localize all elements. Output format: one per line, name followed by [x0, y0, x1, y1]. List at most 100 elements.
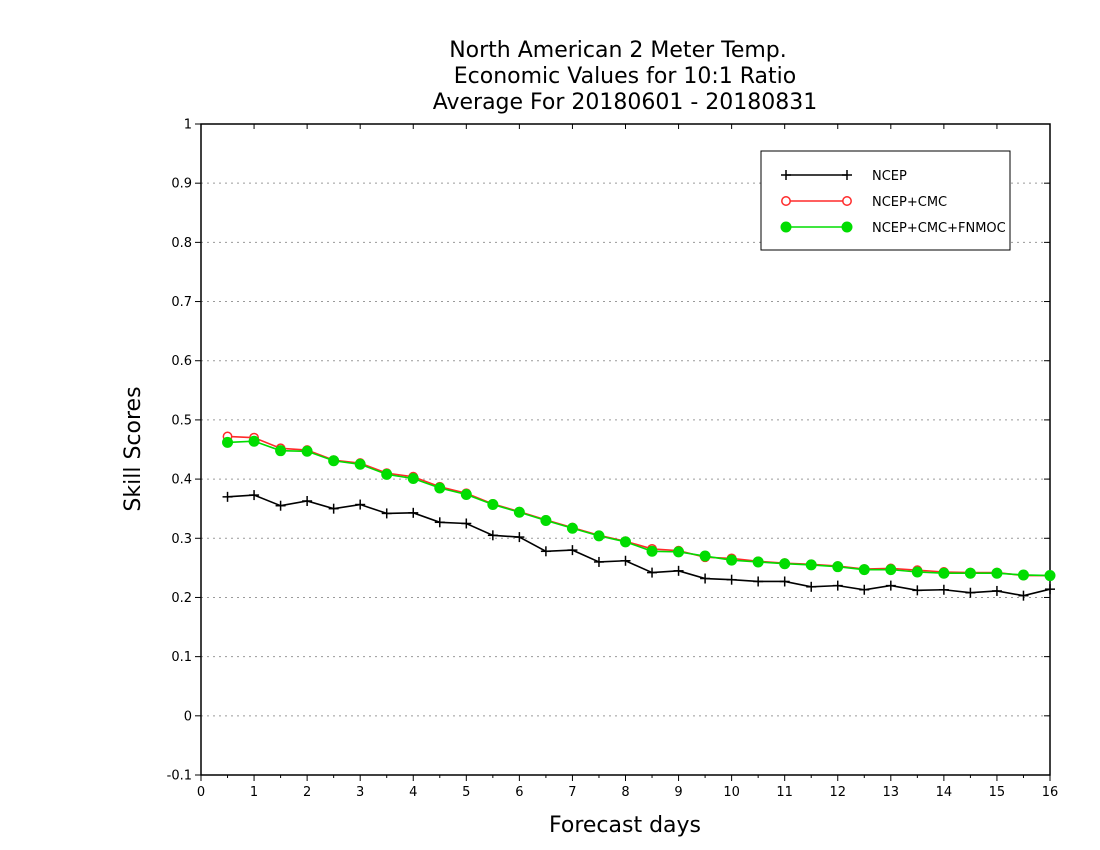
data-point-ncep: [540, 546, 551, 557]
data-point-ncep-cmc-fnmoc: [805, 559, 817, 571]
data-point-ncep-cmc-fnmoc: [328, 455, 340, 467]
data-point-ncep-cmc-fnmoc: [673, 546, 685, 558]
legend-marker: [842, 170, 852, 180]
data-point-ncep: [779, 576, 790, 587]
data-point-ncep: [567, 545, 578, 556]
y-tick-label: 0: [184, 709, 192, 724]
x-tick-label: 16: [1042, 785, 1059, 800]
data-point-ncep: [408, 507, 419, 518]
series-layer: [222, 431, 1056, 601]
data-point-ncep: [275, 500, 286, 511]
data-point-ncep-cmc-fnmoc: [248, 435, 260, 447]
data-point-ncep: [487, 530, 498, 541]
data-point-ncep: [620, 555, 631, 566]
x-tick-label: 2: [303, 785, 311, 800]
data-point-ncep-cmc-fnmoc: [752, 556, 764, 568]
x-tick-label: 4: [409, 785, 417, 800]
x-tick-label: 5: [462, 785, 470, 800]
y-tick-label: 1: [184, 118, 192, 133]
data-point-ncep-cmc-fnmoc: [726, 554, 738, 566]
x-tick-label: 8: [621, 785, 629, 800]
data-point-ncep-cmc-fnmoc: [513, 506, 525, 518]
x-tick-label: 15: [989, 785, 1006, 800]
x-tick-label: 10: [723, 785, 740, 800]
data-point-ncep: [1018, 590, 1029, 601]
data-point-ncep: [434, 517, 445, 528]
legend-marker: [780, 221, 792, 233]
legend-label: NCEP+CMC: [872, 195, 947, 210]
data-point-ncep: [302, 495, 313, 506]
data-point-ncep-cmc-fnmoc: [858, 564, 870, 576]
data-point-ncep-cmc-fnmoc: [1017, 569, 1029, 581]
chart-title-line-1: North American 2 Meter Temp.: [449, 38, 787, 63]
legend: NCEP NCEP+CMC NCEP+CMC+FNMOC: [760, 150, 1011, 251]
data-point-ncep: [249, 490, 260, 501]
chart-title: North American 2 Meter Temp. Economic Va…: [433, 38, 818, 115]
data-point-ncep: [673, 565, 684, 576]
y-gridlines: [201, 182, 1050, 717]
data-point-ncep: [514, 532, 525, 543]
y-tick-label: 0.8: [171, 236, 192, 251]
series-line-ncep: [227, 494, 1051, 597]
x-tick-label: 1: [250, 785, 258, 800]
data-point-ncep: [965, 587, 976, 598]
data-point-ncep-cmc-fnmoc: [487, 499, 499, 511]
data-point-ncep-cmc-fnmoc: [885, 564, 897, 576]
data-point-ncep-cmc-fnmoc: [434, 482, 446, 494]
data-point-ncep-cmc-fnmoc: [381, 468, 393, 480]
data-point-ncep-cmc-fnmoc: [407, 472, 419, 484]
y-tick-label: 0.2: [171, 591, 192, 606]
data-point-ncep-cmc-fnmoc: [593, 530, 605, 542]
legend-label: NCEP: [872, 169, 907, 184]
series-ncep: [222, 490, 1055, 601]
x-axis-label: Forecast days: [549, 813, 701, 838]
data-point-ncep-cmc-fnmoc: [699, 550, 711, 562]
legend-marker: [842, 196, 852, 206]
data-point-ncep: [753, 576, 764, 587]
data-point-ncep: [938, 584, 949, 595]
y-tick-label: 0.1: [171, 650, 192, 665]
y-tick-label: 0.4: [171, 473, 192, 488]
legend-marker: [781, 170, 791, 180]
x-tick-label: 12: [829, 785, 846, 800]
x-tick-label: 3: [356, 785, 364, 800]
data-point-ncep: [859, 584, 870, 595]
data-point-ncep: [726, 574, 737, 585]
data-point-ncep: [991, 585, 1002, 596]
data-point-ncep-cmc-fnmoc: [540, 515, 552, 527]
data-point-ncep: [1045, 584, 1055, 595]
x-tick-label: 14: [936, 785, 953, 800]
data-point-ncep: [885, 580, 896, 591]
y-tick-label: 0.3: [171, 532, 192, 547]
x-tick-label: 6: [515, 785, 523, 800]
y-tick-label: 0.5: [171, 413, 192, 428]
y-tick-label: 0.7: [171, 295, 192, 310]
data-point-ncep-cmc-fnmoc: [964, 567, 976, 579]
data-point-ncep-cmc-fnmoc: [911, 566, 923, 578]
chart-title-line-3: Average For 20180601 - 20180831: [433, 90, 818, 115]
data-point-ncep-cmc-fnmoc: [275, 445, 287, 457]
legend-item-ncep-cmc: NCEP+CMC: [781, 195, 947, 210]
data-point-ncep: [912, 585, 923, 596]
legend-item-ncep: NCEP: [781, 169, 907, 184]
data-point-ncep: [647, 567, 658, 578]
x-axis-ticks: 0 1 2 3 4 5 6 7 8 9 10 11 12 13 14 15 16: [197, 124, 1058, 800]
y-axis-label: Skill Scores: [121, 386, 146, 511]
data-point-ncep-cmc-fnmoc: [222, 436, 234, 448]
data-point-ncep: [593, 556, 604, 567]
legend-label: NCEP+CMC+FNMOC: [872, 221, 1006, 236]
data-point-ncep-cmc-fnmoc: [646, 545, 658, 557]
data-point-ncep-cmc-fnmoc: [779, 558, 791, 570]
data-point-ncep: [806, 581, 817, 592]
x-tick-label: 7: [568, 785, 576, 800]
data-point-ncep: [461, 518, 472, 529]
data-point-ncep-cmc-fnmoc: [991, 567, 1003, 579]
data-point-ncep: [832, 580, 843, 591]
data-point-ncep-cmc-fnmoc: [354, 458, 366, 470]
y-axis-ticks: -0.1 0 0.1 0.2 0.3 0.4 0.5 0.6 0.7 0.8 0.9 1: [167, 118, 1050, 784]
series-ncep-cmc-fnmoc: [222, 435, 1056, 582]
y-tick-label: 0.9: [171, 177, 192, 192]
x-tick-label: 13: [883, 785, 900, 800]
data-point-ncep-cmc-fnmoc: [938, 567, 950, 579]
